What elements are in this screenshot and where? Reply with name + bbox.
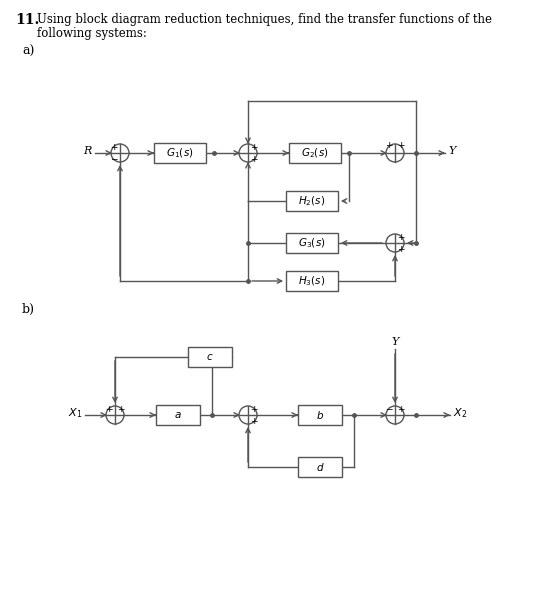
Text: a): a) (22, 45, 35, 58)
Text: +: + (397, 232, 405, 242)
Circle shape (386, 144, 404, 162)
Text: −: − (110, 154, 118, 164)
Text: +: + (118, 405, 125, 414)
Bar (298, 405, 342, 425)
Bar (286, 233, 338, 253)
Text: $c$: $c$ (206, 352, 214, 362)
Bar (156, 405, 200, 425)
Text: $G_3(s)$: $G_3(s)$ (298, 236, 326, 250)
Text: Using block diagram reduction techniques, find the transfer functions of the: Using block diagram reduction techniques… (37, 13, 492, 26)
Text: $X_2$: $X_2$ (453, 406, 467, 420)
Circle shape (386, 234, 404, 252)
Bar (154, 143, 206, 163)
Text: +: + (250, 142, 258, 151)
Bar (289, 143, 341, 163)
Text: b): b) (22, 303, 35, 316)
Text: +: + (385, 142, 393, 151)
Text: +: + (250, 154, 258, 164)
Text: +: + (397, 142, 405, 151)
Text: 11.: 11. (15, 13, 40, 27)
Text: $H_3(s)$: $H_3(s)$ (299, 274, 326, 287)
Text: $a$: $a$ (174, 410, 182, 420)
Text: R: R (84, 146, 92, 156)
Text: +: + (397, 245, 405, 254)
Text: following systems:: following systems: (37, 27, 147, 40)
Text: +: + (250, 416, 258, 425)
Text: −: − (385, 405, 393, 414)
Text: Y: Y (392, 337, 399, 347)
Circle shape (386, 406, 404, 424)
Bar (286, 271, 338, 291)
Circle shape (106, 406, 124, 424)
Text: $X_1$: $X_1$ (67, 406, 82, 420)
Text: Y: Y (448, 146, 456, 156)
Bar (298, 457, 342, 477)
Text: $G_1(s)$: $G_1(s)$ (166, 146, 194, 160)
Circle shape (239, 406, 257, 424)
Circle shape (239, 144, 257, 162)
Text: $b$: $b$ (316, 409, 324, 421)
Text: +: + (397, 405, 405, 414)
Text: +: + (110, 142, 118, 151)
Text: $H_2(s)$: $H_2(s)$ (299, 194, 326, 208)
Bar (286, 191, 338, 211)
Bar (188, 347, 232, 367)
Text: $G_2(s)$: $G_2(s)$ (301, 146, 329, 160)
Text: +: + (250, 405, 258, 414)
Text: +: + (105, 405, 113, 414)
Circle shape (111, 144, 129, 162)
Text: $d$: $d$ (316, 461, 324, 473)
